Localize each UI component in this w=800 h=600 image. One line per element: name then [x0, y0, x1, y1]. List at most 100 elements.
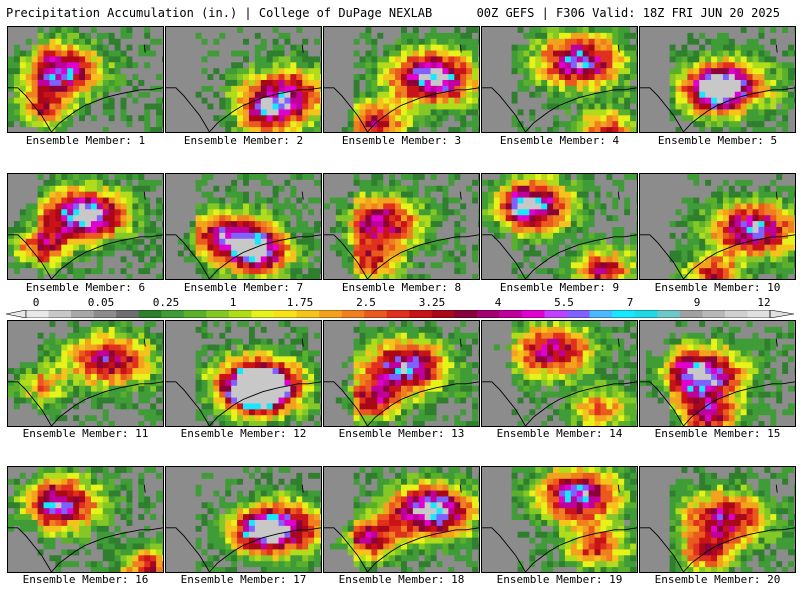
- international-border: [482, 381, 526, 426]
- precip-field: [166, 467, 321, 572]
- state-border-fragment: [459, 484, 462, 493]
- ensemble-member-map: [165, 26, 322, 133]
- precip-field: [324, 467, 479, 572]
- gulf-coastline: [51, 87, 163, 132]
- colorbar-tick-label: 0: [32, 296, 40, 309]
- precip-field: [482, 467, 637, 572]
- international-border: [640, 381, 684, 426]
- state-border-fragment: [617, 484, 620, 493]
- colorbar-swatch: [476, 310, 500, 318]
- precip-field: [640, 467, 795, 572]
- state-border-fragment: [301, 44, 304, 53]
- gulf-coastline: [683, 381, 795, 426]
- colorbar-left-arrow: [5, 310, 27, 318]
- gulf-coastline: [367, 87, 479, 132]
- colorbar-swatch: [499, 310, 523, 318]
- ensemble-member-map: [639, 26, 796, 133]
- state-border-fragment: [301, 338, 304, 347]
- colorbar-swatch: [296, 310, 320, 318]
- ensemble-member-label: Ensemble Member: 4: [499, 134, 620, 147]
- ensemble-member-label: Ensemble Member: 1: [25, 134, 146, 147]
- colorbar-swatch: [48, 310, 72, 318]
- state-border-fragment: [459, 44, 462, 53]
- precip-field: [8, 467, 163, 572]
- colorbar-swatch: [71, 310, 94, 318]
- ensemble-member-map: [323, 173, 480, 280]
- ensemble-member-label: Ensemble Member: 7: [183, 281, 304, 294]
- ensemble-member-label: Ensemble Member: 3: [341, 134, 462, 147]
- ensemble-member-label: Ensemble Member: 8: [341, 281, 462, 294]
- colorbar-swatch: [251, 310, 275, 318]
- state-border-fragment: [775, 191, 778, 200]
- colorbar-swatch: [161, 310, 185, 318]
- precip-field: [482, 321, 637, 426]
- state-border-fragment: [301, 484, 304, 493]
- gulf-coastline: [367, 381, 479, 426]
- ensemble-member-label: Ensemble Member: 20: [654, 573, 781, 586]
- precip-field: [8, 174, 163, 279]
- colorbar-tick-label: 3.25: [418, 296, 446, 309]
- colorbar-tick-label: 12: [757, 296, 771, 309]
- international-border: [8, 527, 52, 572]
- precip-field: [8, 321, 163, 426]
- precip-field: [166, 174, 321, 279]
- colorbar-tick-label: 1: [229, 296, 237, 309]
- colorbar-swatch: [589, 310, 613, 318]
- colorbar-swatch: [386, 310, 410, 318]
- international-border: [8, 234, 52, 279]
- colorbar-swatch: [26, 310, 49, 318]
- gulf-coastline: [525, 87, 637, 132]
- gulf-coastline: [683, 87, 795, 132]
- precip-field: [324, 174, 479, 279]
- state-border-fragment: [617, 338, 620, 347]
- gulf-coastline: [209, 381, 321, 426]
- colorbar-swatch: [679, 310, 703, 318]
- international-border: [166, 87, 210, 132]
- precip-field: [166, 321, 321, 426]
- colorbar-swatch: [116, 310, 140, 318]
- gulf-coastline: [367, 234, 479, 279]
- ensemble-member-label: Ensemble Member: 12: [180, 427, 307, 440]
- precip-field: [482, 27, 637, 132]
- state-border-fragment: [143, 191, 146, 200]
- international-border: [482, 234, 526, 279]
- ensemble-member-map: [7, 26, 164, 133]
- colorbar-swatch: [319, 310, 342, 318]
- state-border-fragment: [775, 44, 778, 53]
- colorbar-swatch: [431, 310, 455, 318]
- colorbar-swatch: [657, 310, 681, 318]
- ensemble-member-map: [639, 466, 796, 573]
- colorbar-swatch: [409, 310, 433, 318]
- colorbar-swatch: [454, 310, 478, 318]
- ensemble-member-label: Ensemble Member: 9: [499, 281, 620, 294]
- colorbar-swatch: [364, 310, 388, 318]
- map-title: Precipitation Accumulation (in.) | Colle…: [6, 6, 433, 20]
- state-border-fragment: [301, 191, 304, 200]
- gulf-coastline: [367, 527, 479, 572]
- gulf-coastline: [51, 381, 163, 426]
- ensemble-member-label: Ensemble Member: 6: [25, 281, 146, 294]
- international-border: [8, 87, 52, 132]
- ensemble-member-map: [7, 320, 164, 427]
- ensemble-member-label: Ensemble Member: 16: [22, 573, 149, 586]
- colorbar-tick-label: 0.25: [152, 296, 180, 309]
- colorbar-scale: [5, 310, 795, 318]
- international-border: [8, 381, 52, 426]
- gulf-coastline: [51, 527, 163, 572]
- state-border-fragment: [143, 484, 146, 493]
- ensemble-member-map: [639, 173, 796, 280]
- international-border: [324, 234, 368, 279]
- gulf-coastline: [683, 527, 795, 572]
- ensemble-member-map: [323, 26, 480, 133]
- colorbar-swatch: [341, 310, 365, 318]
- precip-field: [640, 174, 795, 279]
- colorbar-swatch: [206, 310, 230, 318]
- model-run-title: 00Z GEFS | F306 Valid: 18Z FRI JUN 20 20…: [476, 6, 780, 20]
- state-border-fragment: [775, 484, 778, 493]
- international-border: [482, 87, 526, 132]
- colorbar-right-arrow: [769, 310, 795, 318]
- colorbar-swatch: [567, 310, 590, 318]
- international-border: [482, 527, 526, 572]
- state-border-fragment: [617, 191, 620, 200]
- international-border: [324, 381, 368, 426]
